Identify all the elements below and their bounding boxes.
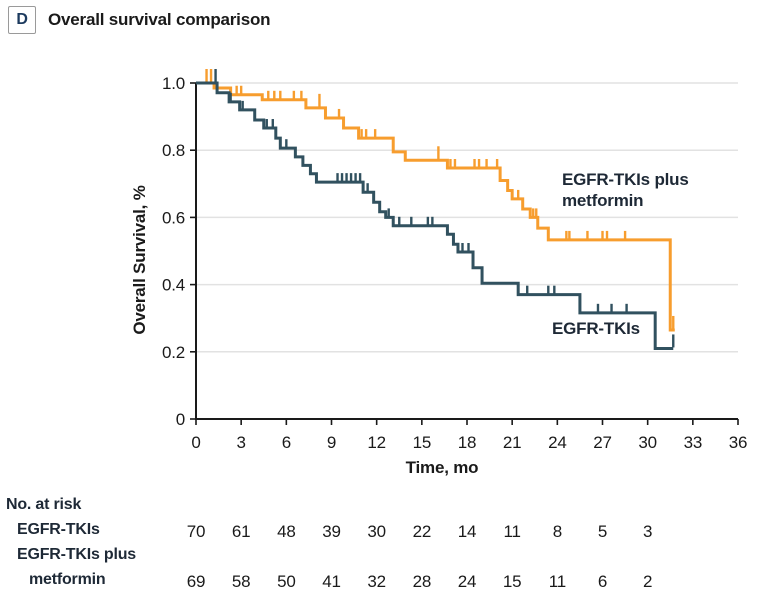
risk-count: 6 — [598, 572, 607, 591]
y-tick-label: 0 — [176, 410, 185, 429]
risk-count: 61 — [232, 522, 251, 541]
x-tick-label: 27 — [593, 433, 612, 452]
x-tick-label: 33 — [684, 433, 703, 452]
x-tick-label: 36 — [729, 433, 748, 452]
risk-row-label-metformin-line2: metformin — [29, 571, 106, 588]
x-tick-label: 30 — [638, 433, 657, 452]
risk-count: 2 — [643, 572, 652, 591]
risk-count: 70 — [187, 522, 206, 541]
survival-curve-metformin — [196, 81, 675, 332]
survival-curve-egfr-tkis — [196, 81, 674, 350]
risk-count: 69 — [187, 572, 206, 591]
y-tick-label: 0.8 — [162, 141, 185, 160]
risk-count: 8 — [553, 522, 562, 541]
curve-label-metformin: EGFR-TKIs plus metformin — [562, 169, 689, 211]
y-tick-label: 0.4 — [162, 276, 185, 295]
curve-label-egfr-tkis: EGFR-TKIs — [552, 319, 640, 338]
x-tick-label: 3 — [237, 433, 246, 452]
risk-count: 50 — [277, 572, 296, 591]
risk-count: 28 — [413, 572, 432, 591]
curve-label-metformin-line1: EGFR-TKIs plus — [562, 170, 689, 189]
panel-header: D Overall survival comparison — [8, 6, 271, 34]
risk-row-label-metformin-line1: EGFR-TKIs plus — [17, 546, 136, 563]
risk-count: 39 — [322, 522, 341, 541]
panel-letter-badge: D — [8, 6, 36, 34]
y-tick-label: 1.0 — [162, 74, 185, 93]
risk-row-label-egfr-tkis: EGFR-TKIs — [17, 521, 100, 538]
risk-count: 11 — [504, 522, 521, 541]
x-tick-label: 9 — [327, 433, 336, 452]
x-tick-label: 18 — [458, 433, 477, 452]
risk-count: 14 — [458, 522, 477, 541]
x-tick-label: 0 — [191, 433, 200, 452]
risk-count: 41 — [322, 572, 341, 591]
x-axis-title: Time, mo — [405, 458, 479, 477]
x-tick-label: 12 — [367, 433, 386, 452]
y-axis-title: Overall Survival, % — [130, 185, 149, 335]
x-tick-label: 15 — [413, 433, 432, 452]
risk-count: 22 — [413, 522, 432, 541]
risk-table-heading: No. at risk — [6, 496, 82, 513]
risk-count: 32 — [367, 572, 386, 591]
risk-count: 24 — [458, 572, 477, 591]
risk-count: 58 — [232, 572, 251, 591]
y-tick-label: 0.2 — [162, 343, 185, 362]
risk-count: 5 — [598, 522, 607, 541]
curve-label-metformin-line2: metformin — [562, 191, 644, 210]
x-tick-label: 24 — [548, 433, 567, 452]
risk-count: 11 — [549, 572, 566, 591]
x-tick-label: 6 — [282, 433, 291, 452]
risk-count: 48 — [277, 522, 296, 541]
risk-count: 30 — [367, 522, 386, 541]
risk-count: 15 — [503, 572, 522, 591]
y-tick-label: 0.6 — [162, 208, 185, 227]
risk-count: 3 — [643, 522, 652, 541]
panel-title: Overall survival comparison — [48, 10, 271, 29]
x-tick-label: 21 — [503, 433, 522, 452]
